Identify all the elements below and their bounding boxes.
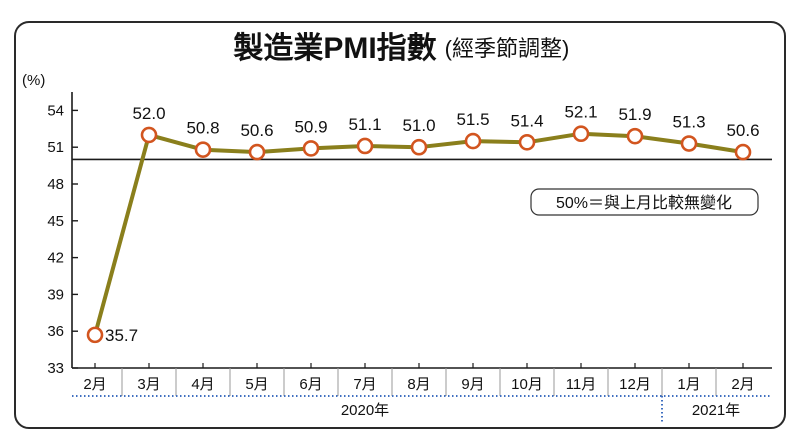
data-point-marker (356, 137, 374, 155)
data-label: 51.3 (672, 113, 705, 132)
data-point-marker (518, 133, 536, 151)
data-label: 51.5 (456, 110, 489, 129)
data-label: 50.8 (186, 119, 219, 138)
data-point-marker (194, 141, 212, 158)
data-point-marker (86, 326, 104, 344)
x-tick-label: 2月 (83, 376, 106, 393)
data-label: 50.9 (294, 117, 327, 136)
data-label: 51.0 (402, 116, 435, 135)
y-axis-ticks: 33 36 39 42 45 48 51 54 (47, 102, 78, 377)
data-point-marker (680, 135, 698, 152)
y-axis-unit: (%) (22, 72, 45, 89)
x-tick-label: 7月 (353, 376, 376, 393)
y-tick-label: 54 (47, 102, 64, 119)
data-point-marker (626, 127, 644, 145)
year-label: 2021年 (692, 402, 740, 419)
x-tick-label: 6月 (299, 376, 322, 393)
data-point-marker (572, 125, 590, 143)
x-tick-label: 8月 (407, 376, 430, 393)
chart-frame (14, 21, 786, 429)
x-tick-label: 2月 (731, 376, 754, 393)
data-label: 51.1 (348, 115, 381, 134)
y-tick-label: 45 (47, 213, 64, 230)
x-tick-label: 3月 (137, 376, 160, 393)
data-point-marker (248, 143, 266, 161)
x-tick-label: 4月 (191, 376, 214, 393)
chart-subtitle: (經季節調整) (445, 36, 570, 61)
annotation-box (530, 188, 759, 216)
data-markers (86, 125, 752, 344)
data-label: 52.0 (132, 104, 165, 123)
y-tick-label: 36 (47, 323, 64, 340)
x-axis-labels: 2月 3月 4月 5月 6月 7月 8月 9月 10月 11月 12月 1月 2月 (83, 363, 755, 396)
year-label: 2020年 (341, 402, 389, 419)
data-label: 52.1 (564, 103, 597, 122)
x-tick-label: 12月 (619, 376, 651, 393)
y-tick-label: 42 (47, 250, 64, 267)
data-point-marker (734, 143, 752, 161)
data-point-marker (410, 138, 428, 156)
y-tick-label: 48 (47, 176, 64, 193)
chart-title: 製造業PMI指數 (233, 32, 436, 65)
data-point-marker (140, 126, 158, 144)
x-tick-label: 1月 (677, 376, 700, 393)
y-tick-label: 39 (47, 286, 64, 303)
x-tick-label: 9月 (461, 376, 484, 393)
data-point-marker (302, 140, 320, 157)
annotation-text: 50%＝與上月比較無變化 (556, 194, 732, 212)
data-label: 51.4 (510, 111, 543, 130)
data-label: 50.6 (726, 121, 759, 140)
x-tick-label: 11月 (566, 376, 597, 393)
x-tick-label: 10月 (511, 376, 543, 393)
data-label: 35.7 (105, 326, 138, 345)
x-tick-label: 5月 (245, 376, 268, 393)
data-label: 51.9 (618, 105, 651, 124)
y-tick-label: 33 (47, 360, 64, 377)
year-labels: 2020年 2021年 (341, 396, 740, 422)
data-labels: 35.7 52.0 50.8 50.6 50.9 51.1 51.0 51.5 51.4 52.1… (105, 103, 760, 345)
y-tick-label: 51 (47, 139, 64, 156)
data-label: 50.6 (240, 121, 273, 140)
data-point-marker (464, 132, 482, 150)
